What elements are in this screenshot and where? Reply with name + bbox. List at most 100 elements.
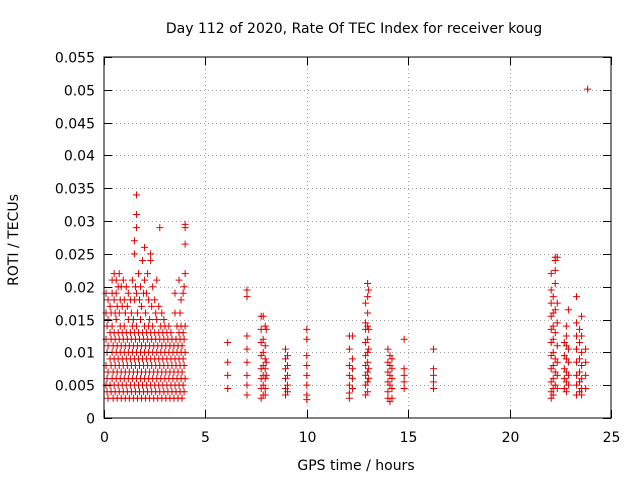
- data-point: [165, 322, 173, 330]
- data-point: [578, 375, 586, 383]
- y-tick-label: 0.025: [55, 248, 95, 264]
- data-point: [578, 312, 586, 320]
- data-point: [128, 276, 136, 284]
- data-point: [553, 371, 561, 379]
- data-point: [388, 365, 396, 373]
- x-axis-label: GPS time / hours: [297, 458, 414, 474]
- data-point: [262, 358, 270, 366]
- data-point: [549, 391, 557, 399]
- data-point: [578, 391, 586, 399]
- data-point: [178, 394, 186, 402]
- data-point: [132, 224, 140, 232]
- data-point: [582, 384, 590, 392]
- data-point: [259, 312, 267, 320]
- data-point: [123, 302, 131, 310]
- data-point: [549, 361, 557, 369]
- data-point: [224, 371, 232, 379]
- x-tick-label: 25: [603, 430, 621, 446]
- data-point: [573, 371, 581, 379]
- data-point: [261, 391, 269, 399]
- data-point: [364, 348, 372, 356]
- y-tick-label: 0: [86, 412, 95, 428]
- data-point: [243, 293, 251, 301]
- data-point: [120, 296, 128, 304]
- data-point: [130, 250, 138, 258]
- data-point: [345, 371, 353, 379]
- data-point: [562, 332, 570, 340]
- data-point: [549, 348, 557, 356]
- data-point: [137, 283, 145, 291]
- data-point: [135, 296, 143, 304]
- data-point: [243, 332, 251, 340]
- data-point: [138, 302, 146, 310]
- data-point: [562, 322, 570, 330]
- ticks-layer: 0 0.005 0.01 0.015 0.02 0.025 0.03 0.035 0.04 0.0…: [55, 51, 621, 447]
- data-point: [582, 371, 590, 379]
- data-point: [224, 358, 232, 366]
- data-point: [430, 371, 438, 379]
- data-point: [364, 335, 372, 343]
- data-point: [365, 365, 373, 373]
- data-point: [578, 332, 586, 340]
- data-point: [261, 365, 269, 373]
- data-point: [430, 384, 438, 392]
- data-point: [108, 322, 116, 330]
- data-point: [364, 293, 372, 301]
- data-point: [129, 316, 137, 324]
- data-point: [179, 289, 187, 297]
- data-point: [400, 371, 408, 379]
- data-point: [146, 316, 154, 324]
- data-point: [147, 256, 155, 264]
- data-point: [124, 289, 132, 297]
- data-point: [180, 361, 188, 369]
- x-tick-label: 20: [502, 430, 520, 446]
- y-tick-label: 0.005: [55, 379, 95, 395]
- data-point: [388, 384, 396, 392]
- data-point: [261, 355, 269, 363]
- data-point: [259, 335, 267, 343]
- data-point: [400, 378, 408, 386]
- data-point: [573, 345, 581, 353]
- data-point: [180, 283, 188, 291]
- data-point: [364, 309, 372, 317]
- data-point: [345, 361, 353, 369]
- x-tick-label: 10: [299, 430, 317, 446]
- data-point: [181, 348, 189, 356]
- data-point: [104, 296, 112, 304]
- points-layer: [102, 85, 592, 406]
- data-point: [388, 394, 396, 402]
- data-point: [130, 237, 138, 245]
- y-tick-label: 0.035: [55, 182, 95, 198]
- data-point: [303, 396, 311, 404]
- data-point: [549, 322, 557, 330]
- data-point: [576, 355, 584, 363]
- data-point: [303, 381, 311, 389]
- data-point: [400, 384, 408, 392]
- data-point: [262, 325, 270, 333]
- data-point: [551, 266, 559, 274]
- y-tick-label: 0.04: [64, 149, 95, 165]
- data-point: [365, 345, 373, 353]
- data-point: [582, 345, 590, 353]
- data-point: [345, 381, 353, 389]
- x-tick-label: 0: [100, 430, 109, 446]
- data-point: [348, 375, 356, 383]
- y-tick-label: 0.055: [55, 51, 95, 67]
- data-point: [153, 316, 161, 324]
- x-tick-label: 5: [201, 430, 210, 446]
- data-point: [181, 270, 189, 278]
- data-point: [578, 361, 586, 369]
- data-point: [261, 342, 269, 350]
- data-point: [112, 276, 120, 284]
- y-axis-label: ROTI / TECUs: [6, 194, 22, 286]
- data-point: [149, 283, 157, 291]
- data-point: [127, 309, 135, 317]
- data-point: [549, 375, 557, 383]
- data-point: [243, 381, 251, 389]
- data-point: [564, 306, 572, 314]
- data-point: [179, 381, 187, 389]
- data-point: [243, 371, 251, 379]
- data-point: [177, 296, 185, 304]
- data-point: [345, 345, 353, 353]
